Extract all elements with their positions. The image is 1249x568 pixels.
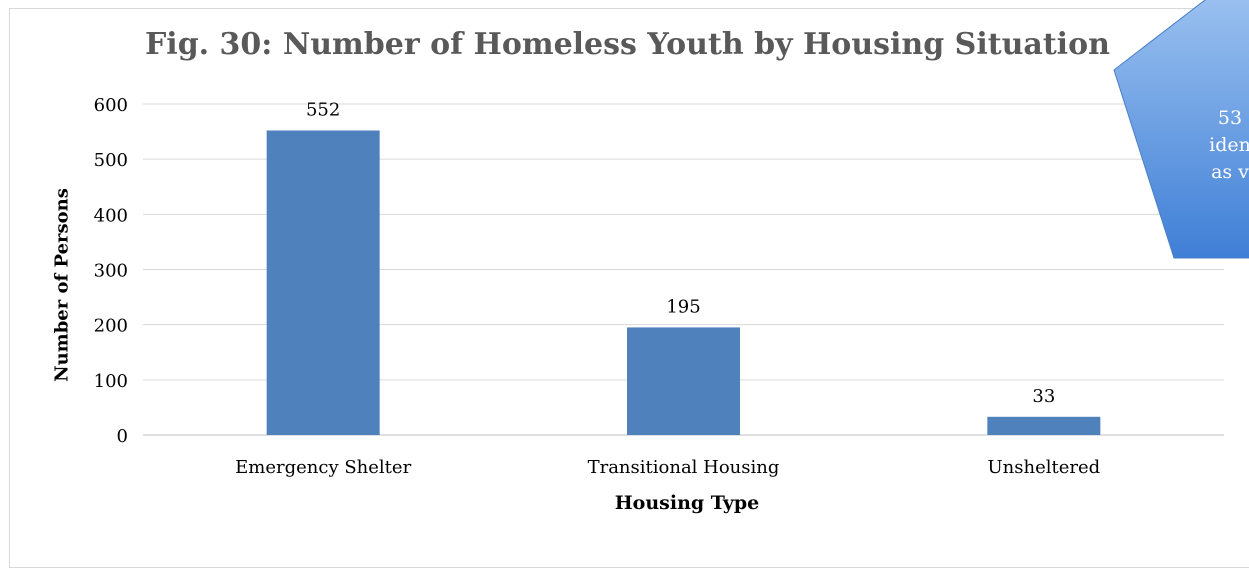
y-tick-label: 300	[94, 261, 128, 282]
bar	[987, 416, 1101, 435]
y-tick-label: 100	[94, 371, 128, 392]
data-label: 195	[666, 296, 700, 317]
bar	[627, 327, 740, 435]
x-tick-label: Unsheltered	[987, 457, 1100, 478]
chart-title: Fig. 30: Number of Homeless Youth by Hou…	[145, 27, 1110, 62]
data-labels: 552 195 33	[306, 99, 1055, 406]
y-tick-label: 600	[94, 95, 128, 116]
callout-text: 53 iden as v	[1209, 107, 1249, 183]
x-tick-label: Emergency Shelter	[235, 457, 411, 478]
callout-shape	[1113, 0, 1249, 259]
data-label: 33	[1032, 386, 1055, 407]
x-tick-label: Transitional Housing	[588, 457, 780, 478]
chart-frame	[9, 8, 1249, 568]
bars	[266, 130, 1101, 436]
y-tick-label: 400	[94, 205, 128, 226]
bar-chart: 0 100 200 300 400 500 600 552 195 33 Emergency S…	[94, 95, 1224, 478]
y-tick-label: 0	[117, 426, 128, 447]
y-tick-labels: 0 100 200 300 400 500 600	[94, 95, 128, 447]
x-tick-labels: Emergency Shelter Transitional Housing Uns…	[235, 457, 1100, 478]
y-tick-label: 500	[94, 150, 128, 171]
data-label: 552	[306, 99, 340, 120]
x-axis-label: Housing Type	[614, 492, 760, 514]
bar	[266, 130, 380, 436]
y-tick-label: 200	[94, 316, 128, 337]
